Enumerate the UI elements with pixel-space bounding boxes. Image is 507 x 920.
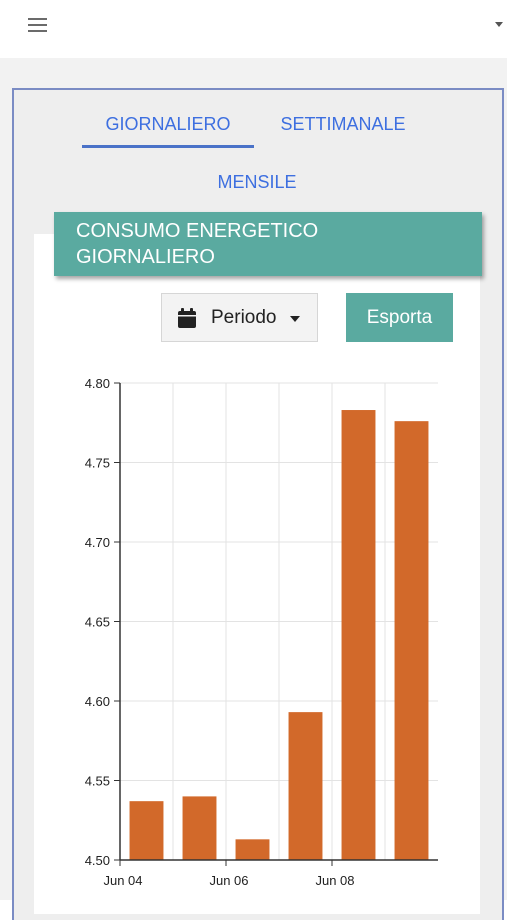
tab-mensile[interactable]: MENSILE [217,172,297,192]
y-tick-label: 4.55 [85,774,110,789]
bar-jun-04 [129,801,164,860]
tab-active-indicator [82,145,254,148]
hamburger-icon[interactable] [28,18,47,34]
bar-jun-05 [182,796,217,860]
chevron-down-icon [290,316,300,322]
y-tick-label: 4.80 [85,376,110,391]
card-header: CONSUMO ENERGETICO GIORNALIERO [54,212,482,276]
x-tick-label: Jun 04 [103,873,142,888]
bar-jun-07 [288,712,323,860]
bar-jun-06 [235,839,270,860]
card-title: CONSUMO ENERGETICO GIORNALIERO [76,220,319,268]
tab-giornaliero[interactable]: GIORNALIERO [105,114,231,134]
caret-down-icon[interactable] [495,22,503,27]
y-tick-label: 4.65 [85,615,110,630]
y-tick-label: 4.70 [85,535,110,550]
y-tick-label: 4.60 [85,694,110,709]
bar-jun-08 [341,410,376,860]
periodo-dropdown-button[interactable]: Periodo [161,293,318,342]
calendar-icon [178,308,196,328]
x-tick-label: Jun 08 [315,873,354,888]
bar-jun-09 [394,421,429,860]
esporta-button[interactable]: Esporta [346,293,453,342]
x-tick-label: Jun 06 [209,873,248,888]
top-bar [0,0,507,58]
periodo-label: Periodo [211,307,277,328]
y-tick-label: 4.75 [85,456,110,471]
tab-settimanale[interactable]: SETTIMANALE [280,114,406,134]
bar-chart: 4.80 4.75 4.70 4.65 4.60 4.55 4.50 Jun 04 Jun 06… [85,376,438,888]
y-tick-label: 4.50 [85,853,110,868]
